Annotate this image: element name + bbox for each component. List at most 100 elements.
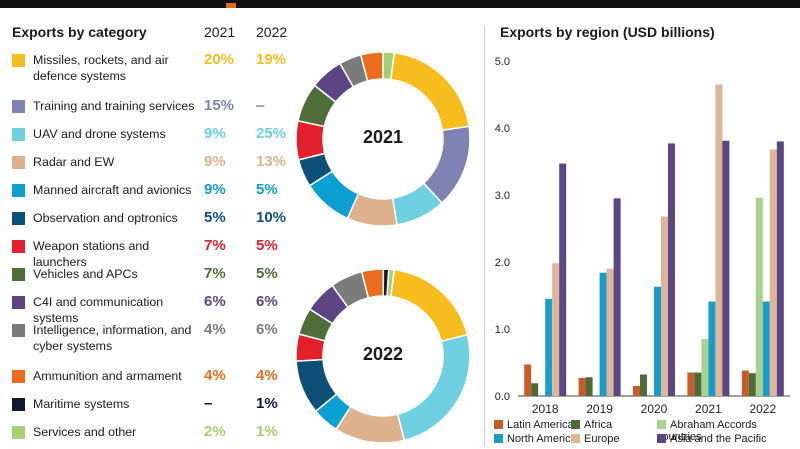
category-swatch xyxy=(12,370,25,383)
donut-2022-label: 2022 xyxy=(362,344,404,364)
donut-slice xyxy=(386,268,396,298)
category-pct-2022: 6% xyxy=(256,293,278,310)
region-chart-title: Exports by region (USD billions) xyxy=(500,24,715,40)
legend-swatch xyxy=(571,420,580,429)
bar xyxy=(708,301,716,396)
x-tick-label: 2019 xyxy=(586,402,613,416)
legend-item: Africa xyxy=(571,419,612,431)
legend-label: Europe xyxy=(584,433,620,445)
bar xyxy=(599,272,607,396)
category-pct-2021: 5% xyxy=(204,209,226,226)
category-pct-2022: 1% xyxy=(256,423,278,440)
category-swatch xyxy=(12,324,25,337)
y-tick-label: 4.0 xyxy=(495,123,510,135)
legend-item: Abraham Accords countries xyxy=(657,419,800,443)
panel-divider xyxy=(484,26,485,446)
bar xyxy=(769,149,777,396)
bar xyxy=(661,216,668,396)
category-label: Training and training services xyxy=(33,99,195,113)
category-swatch xyxy=(12,128,25,141)
category-pct-2021: 2% xyxy=(204,423,226,440)
x-tick-label: 2022 xyxy=(749,402,776,416)
category-label: Manned aircraft and avionics xyxy=(33,183,192,197)
legend-item: Latin America xyxy=(494,419,574,431)
category-pct-2021: 4% xyxy=(204,367,226,384)
bar xyxy=(606,268,614,396)
bar xyxy=(613,198,621,396)
donut-2022 xyxy=(295,268,471,444)
category-pct-2021: 20% xyxy=(204,51,235,68)
bar xyxy=(741,370,749,396)
bar xyxy=(701,339,709,396)
category-pct-2021: 4% xyxy=(204,321,226,338)
y-tick-label: 0.0 xyxy=(495,391,510,403)
y-tick-label: 3.0 xyxy=(495,190,510,202)
category-pct-2021: 15% xyxy=(204,97,235,114)
donut-2021 xyxy=(295,51,471,227)
legend-label: Latin America xyxy=(507,419,574,431)
category-label: Services and other xyxy=(33,425,137,439)
x-tick-label: 2021 xyxy=(695,402,722,416)
bar xyxy=(776,141,784,396)
category-pct-2022: 5% xyxy=(256,265,278,282)
category-pct-2022: – xyxy=(256,97,265,114)
category-swatch xyxy=(12,54,25,67)
legend-swatch xyxy=(657,420,666,429)
category-pct-2021: 7% xyxy=(204,265,226,282)
bar xyxy=(715,84,723,396)
category-label: Vehicles and APCs xyxy=(33,267,138,281)
category-swatch xyxy=(12,398,25,411)
bar xyxy=(687,372,695,396)
category-swatch xyxy=(12,184,25,197)
category-swatch xyxy=(12,268,25,281)
category-pct-2022: 4% xyxy=(256,367,278,384)
bar xyxy=(585,377,593,396)
category-pct-2022: 19% xyxy=(256,51,287,68)
y-tick-label: 1.0 xyxy=(495,324,510,336)
bar xyxy=(578,377,586,396)
y-tick-label: 2.0 xyxy=(495,257,510,269)
legend-swatch xyxy=(657,434,666,443)
y-tick-label: 5.0 xyxy=(495,56,510,68)
category-pct-2021: – xyxy=(204,395,213,412)
top-bar xyxy=(0,0,800,8)
legend-swatch xyxy=(494,420,503,429)
bar xyxy=(524,364,532,396)
category-pct-2022: 6% xyxy=(256,321,278,338)
category-pct-2021: 7% xyxy=(204,237,226,254)
legend-item: Europe xyxy=(571,433,619,445)
category-pct-2022: 5% xyxy=(256,181,278,198)
donut-slice xyxy=(382,51,396,81)
category-title: Exports by category xyxy=(12,24,147,40)
bar xyxy=(755,197,763,396)
legend-label: Africa xyxy=(584,419,613,431)
category-pct-2022: 25% xyxy=(256,125,287,142)
category-label: Observation and optronics xyxy=(33,211,178,225)
category-label: Radar and EW xyxy=(33,155,115,169)
category-pct-2021: 9% xyxy=(204,181,226,198)
x-tick-label: 2018 xyxy=(532,402,559,416)
category-swatch xyxy=(12,240,25,253)
category-label: Maritime systems xyxy=(33,397,130,411)
category-label: Missiles, rockets, and air defence syste… xyxy=(33,53,169,83)
legend-label: Asia and the Pacific xyxy=(670,433,767,445)
legend-item: Asia and the Pacific xyxy=(657,433,767,445)
bar xyxy=(633,385,640,396)
category-pct-2022: 1% xyxy=(256,395,278,412)
bar xyxy=(640,374,647,396)
category-label: Intelligence, information, and cyber sys… xyxy=(33,323,192,353)
bar xyxy=(694,372,702,396)
category-label: UAV and drone systems xyxy=(33,127,166,141)
category-swatch xyxy=(12,100,25,113)
category-pct-2022: 13% xyxy=(256,153,287,170)
legend-label: Abraham Accords countries xyxy=(657,419,757,443)
donut-2021-label: 2021 xyxy=(362,127,404,147)
category-label: C4I and communication systems xyxy=(33,295,164,325)
bar xyxy=(559,163,567,396)
year-2022-header: 2022 xyxy=(256,24,288,40)
category-pct-2021: 9% xyxy=(204,153,226,170)
category-swatch xyxy=(12,212,25,225)
bar xyxy=(762,301,770,396)
category-swatch xyxy=(12,156,25,169)
